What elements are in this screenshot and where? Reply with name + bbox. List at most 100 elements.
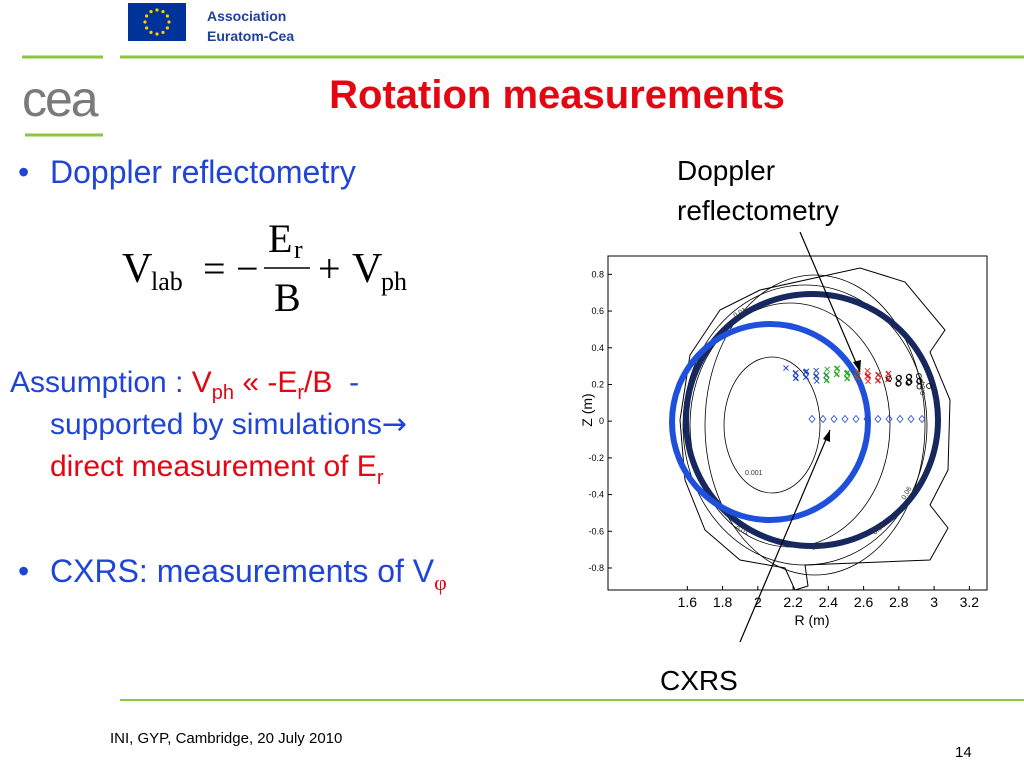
marker [916, 377, 923, 384]
diamond [874, 414, 882, 424]
bullet-dot: • [18, 553, 29, 589]
marker [905, 379, 912, 386]
x-tick-label: 1.8 [713, 594, 733, 610]
bullet-text: CXRS: measurements of Vφ [50, 553, 447, 595]
y-tick-label: 0.8 [591, 269, 604, 279]
marker [824, 377, 830, 383]
x-axis-label: R (m) [795, 612, 830, 628]
y-tick-label: 0.4 [591, 343, 604, 353]
marker [844, 375, 851, 381]
y-tick-label: -0.2 [588, 453, 604, 463]
star [149, 30, 153, 34]
marker [813, 378, 820, 384]
marker [813, 373, 820, 379]
text-run: supported by simulations [50, 408, 382, 441]
marker [824, 366, 831, 373]
marker [885, 370, 892, 377]
marker [823, 371, 830, 378]
marker [803, 374, 810, 380]
eu-stars [143, 8, 171, 36]
diamond [852, 414, 860, 424]
pointer-line [739, 429, 831, 643]
y-tick-label: 0 [599, 416, 604, 426]
plot-frame [607, 255, 988, 591]
subscript: r [377, 467, 384, 489]
marker [895, 380, 902, 387]
eq-sub: r [294, 235, 303, 264]
marker [834, 371, 840, 377]
text-run: - [332, 366, 359, 399]
figure-label: CXRS [660, 665, 738, 696]
eq-term: V [122, 246, 152, 292]
diamond [896, 414, 904, 424]
text-run: /B [304, 366, 332, 399]
contour [704, 274, 926, 576]
subscript: r [297, 382, 304, 404]
diamond [841, 414, 849, 424]
star [167, 20, 171, 24]
text-run: « -E [234, 366, 297, 399]
marker [895, 381, 902, 387]
eq-term: V [352, 246, 382, 292]
contour-label: 0.01 [734, 525, 749, 536]
diamond [918, 414, 926, 424]
x-tick-label: 1.6 [678, 594, 698, 610]
figure-label: Doppler [677, 155, 775, 186]
x-tick-label: 2.2 [783, 594, 803, 610]
x-tick-label: 2 [754, 594, 762, 610]
y-axis-label: Z (m) [579, 393, 595, 426]
pointer-head [823, 430, 830, 442]
assumption-line: Assumption : Vph « -Er/B - [10, 366, 359, 404]
page-number: 14 [955, 744, 972, 761]
pointer-line [799, 231, 861, 373]
contour-label: 0.001 [745, 470, 763, 477]
vessel-outline [679, 267, 951, 591]
marker [813, 367, 819, 374]
contour-label: 0.04 [920, 381, 927, 395]
marker [896, 374, 903, 381]
marker [834, 365, 841, 372]
marker [906, 378, 913, 385]
x-tick-label: 2.4 [819, 594, 839, 610]
marker [803, 368, 810, 374]
marker [875, 371, 882, 378]
marker [886, 375, 892, 382]
footer-text: INI, GYP, Cambridge, 20 July 2010 [110, 730, 342, 747]
y-tick-label: 0.6 [591, 306, 604, 316]
star [161, 30, 165, 34]
diamond [863, 414, 871, 424]
arrow-symbol: → [382, 407, 407, 442]
star [145, 26, 149, 30]
diamond [885, 414, 893, 424]
marker [854, 374, 861, 380]
marker [844, 369, 851, 376]
diamond [907, 414, 915, 424]
y-tick-label: 0.2 [591, 379, 604, 389]
diamond [830, 414, 838, 424]
marker [783, 365, 789, 371]
marker [865, 372, 872, 379]
star [155, 32, 159, 36]
vessel-ring [683, 291, 941, 549]
star [145, 14, 149, 18]
contour [682, 284, 928, 566]
subscript: φ [434, 570, 447, 595]
marker [875, 377, 882, 384]
bullet-text: Doppler reflectometry [50, 154, 356, 190]
eq-sub: lab [151, 267, 183, 296]
diamond [819, 414, 827, 424]
marker [864, 368, 871, 374]
eq-op: + [318, 246, 341, 291]
eq-sub: ph [381, 267, 407, 296]
eq-op: = [203, 246, 226, 291]
marker [793, 369, 799, 376]
text-run: direct measurement of E [50, 450, 377, 483]
pointer-head [853, 360, 861, 372]
contour [723, 356, 821, 494]
y-tick-label: -0.8 [588, 563, 604, 573]
eq-op: − [236, 246, 259, 291]
association-line: Association [207, 8, 286, 24]
eq-term: E [268, 216, 292, 261]
